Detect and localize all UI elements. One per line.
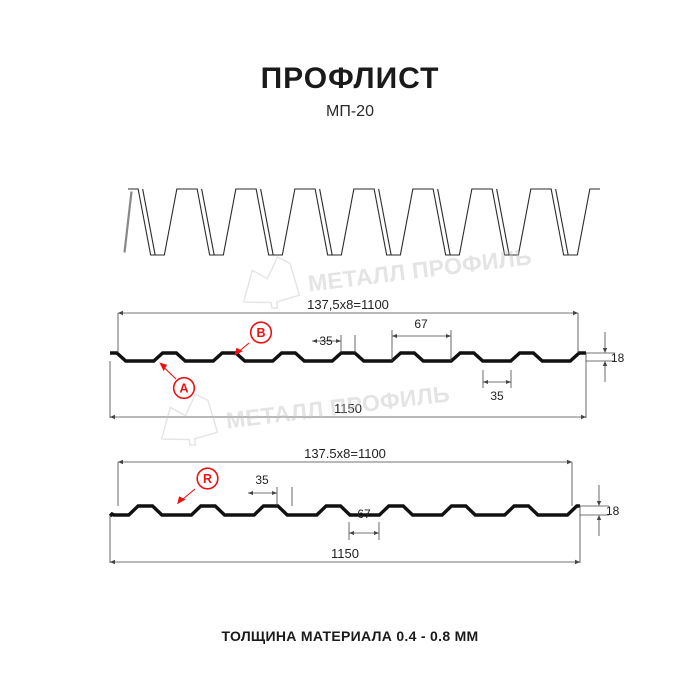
svg-text:МЕТАЛЛ ПРОФИЛЬ: МЕТАЛЛ ПРОФИЛЬ	[306, 243, 533, 296]
svg-text:МЕТАЛЛ ПРОФИЛЬ: МЕТАЛЛ ПРОФИЛЬ	[224, 380, 451, 433]
svg-text:67: 67	[414, 317, 428, 331]
svg-text:137,5x8=1100: 137,5x8=1100	[307, 297, 389, 312]
svg-text:18: 18	[611, 351, 625, 365]
svg-text:A: A	[179, 382, 188, 396]
svg-text:R: R	[203, 472, 212, 486]
svg-text:67: 67	[357, 507, 371, 521]
svg-text:35: 35	[490, 389, 504, 403]
svg-text:1150: 1150	[331, 546, 359, 561]
svg-text:35: 35	[319, 334, 333, 348]
svg-text:B: B	[256, 326, 265, 340]
svg-text:35: 35	[255, 473, 269, 487]
svg-text:137.5x8=1100: 137.5x8=1100	[304, 446, 386, 461]
svg-text:18: 18	[606, 504, 620, 518]
